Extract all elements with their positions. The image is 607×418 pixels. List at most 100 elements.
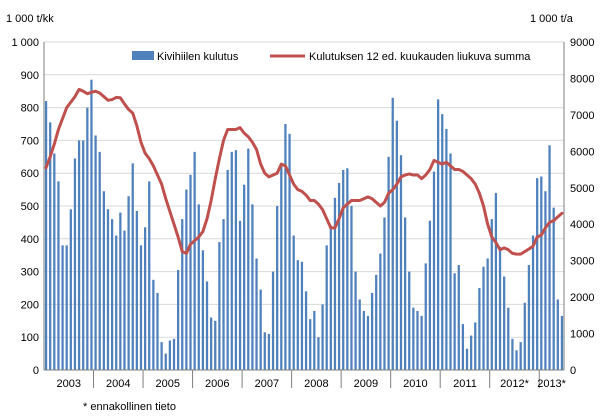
left-axis-unit: 1 000 t/kk <box>6 13 54 25</box>
bar <box>288 133 291 370</box>
left-tick-label: 200 <box>21 299 39 311</box>
bar <box>329 225 332 370</box>
bar <box>98 151 101 370</box>
bar <box>185 189 188 370</box>
right-tick-label: 9000 <box>570 37 594 49</box>
bar <box>82 140 85 370</box>
right-tick-label: 7000 <box>570 110 594 122</box>
bar <box>428 220 432 370</box>
bar <box>90 79 93 370</box>
bar <box>544 191 547 370</box>
bar <box>61 245 64 370</box>
bar <box>420 315 423 370</box>
bar <box>436 99 440 371</box>
left-tick-label: 700 <box>21 135 39 147</box>
bar <box>449 153 452 370</box>
bar <box>548 145 551 370</box>
bar <box>519 342 522 370</box>
bar <box>379 253 382 370</box>
right-tick-label: 3000 <box>570 256 594 268</box>
right-tick-label: 8000 <box>570 73 594 85</box>
bar <box>86 107 89 370</box>
bar <box>461 324 465 370</box>
right-tick-label: 2000 <box>570 292 594 304</box>
year-label: 2009 <box>354 378 378 390</box>
bar <box>255 258 258 370</box>
bar <box>470 335 473 370</box>
bar <box>408 271 411 370</box>
bar <box>432 171 436 370</box>
legend: Kivihiilen kulutus Kulutuksen 12 ed. kuu… <box>132 51 531 63</box>
bar <box>176 269 180 370</box>
bar <box>259 289 262 370</box>
bar <box>210 317 213 370</box>
year-label: 2012* <box>500 378 529 390</box>
bar <box>238 220 242 370</box>
bar <box>507 307 510 370</box>
left-tick-label: 600 <box>21 168 39 180</box>
bar <box>399 155 403 370</box>
bar <box>321 304 324 370</box>
bar <box>560 315 564 370</box>
bar <box>57 181 60 370</box>
bar <box>284 124 287 370</box>
bar <box>69 209 72 370</box>
bar <box>106 209 110 370</box>
bar <box>511 338 514 370</box>
bar <box>152 279 155 370</box>
bar <box>143 227 147 370</box>
left-tick-label: 300 <box>21 267 39 279</box>
year-label: 2005 <box>156 378 180 390</box>
bar <box>49 122 52 370</box>
bar <box>201 250 205 370</box>
bar <box>350 206 353 370</box>
right-tick-label: 6000 <box>570 146 594 158</box>
axes <box>43 42 565 388</box>
bar <box>131 163 134 370</box>
year-label: 2013* <box>537 378 566 390</box>
gridlines <box>44 41 564 338</box>
bar <box>478 288 481 370</box>
bar <box>172 338 176 370</box>
bar <box>556 299 559 370</box>
bar <box>123 230 126 370</box>
bar <box>110 219 114 370</box>
legend-swatch-bars <box>132 51 154 60</box>
bar <box>370 292 374 370</box>
bar <box>486 258 489 370</box>
bar <box>218 242 221 370</box>
bar <box>247 148 250 370</box>
bar <box>160 342 163 370</box>
bar <box>65 245 68 370</box>
left-tick-label: 500 <box>21 201 39 213</box>
bar <box>474 322 477 370</box>
bar <box>416 310 419 370</box>
bar <box>267 333 271 370</box>
right-tick-label: 5000 <box>570 183 594 195</box>
bar <box>214 320 217 370</box>
bar <box>395 120 398 370</box>
bar <box>346 168 349 370</box>
bar <box>457 265 460 370</box>
bar <box>498 247 502 370</box>
bar <box>296 260 299 370</box>
right-axis-tick-labels: 0 1000 2000 3000 4000 5000 6000 7000 8000 9000 <box>570 37 594 377</box>
year-label: 2011 <box>453 378 477 390</box>
bar <box>53 153 56 370</box>
bar <box>292 235 295 370</box>
year-label: 2008 <box>304 378 328 390</box>
bar <box>276 206 279 370</box>
bar <box>156 292 159 370</box>
bar <box>135 210 138 370</box>
left-tick-label: 0 <box>33 365 39 377</box>
bar <box>375 274 378 370</box>
right-tick-label: 0 <box>570 365 576 377</box>
bar <box>313 310 316 370</box>
bar <box>515 350 518 370</box>
bar <box>362 310 365 370</box>
year-label: 2004 <box>106 378 130 390</box>
right-axis-unit: 1 000 t/a <box>530 13 574 25</box>
bar <box>197 204 200 370</box>
year-label: 2006 <box>205 378 229 390</box>
bar <box>230 151 233 370</box>
